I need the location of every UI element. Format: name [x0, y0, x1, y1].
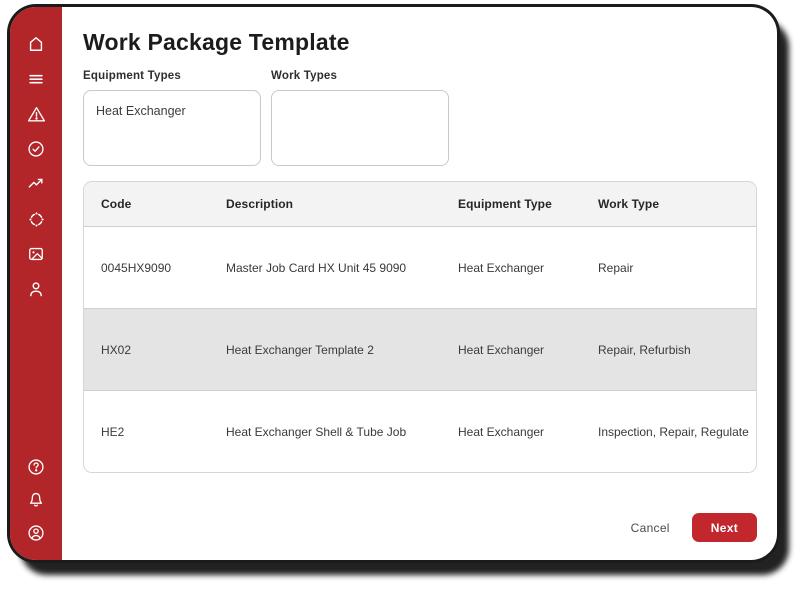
column-header-equipment-type: Equipment Type [458, 197, 552, 211]
image-icon [26, 244, 46, 264]
hub-icon [26, 209, 47, 230]
alert-triangle-icon [26, 104, 47, 125]
user-icon [26, 279, 46, 299]
work-types-field: Work Types [271, 70, 449, 166]
column-header-description: Description [226, 197, 294, 211]
sidebar-item-tasks[interactable] [24, 138, 48, 160]
cell-work-type: Inspection, Repair, Regulate [598, 424, 749, 439]
app-window: Work Package Template Equipment Types He… [10, 7, 777, 560]
account-circle-icon [26, 523, 46, 543]
cell-equipment-type: Heat Exchanger [458, 424, 545, 439]
sidebar-item-alerts[interactable] [24, 103, 48, 125]
help-circle-icon [26, 457, 46, 477]
cell-code: HX02 [101, 342, 132, 357]
next-button[interactable]: Next [691, 513, 757, 542]
equipment-types-input[interactable]: Heat Exchanger [83, 90, 261, 166]
sidebar-item-menu[interactable] [24, 68, 48, 90]
table-row[interactable]: 0045HX9090 Master Job Card HX Unit 45 909… [84, 226, 756, 308]
cancel-button[interactable]: Cancel [630, 520, 670, 535]
table-header-row: Code Description Equipment Type Work Typ… [84, 182, 756, 226]
templates-table: Code Description Equipment Type Work Typ… [83, 181, 757, 473]
work-types-input[interactable] [271, 90, 449, 166]
cell-equipment-type: Heat Exchanger [458, 342, 545, 357]
sidebar-item-hub[interactable] [24, 208, 48, 230]
cell-code: 0045HX9090 [101, 260, 172, 275]
equipment-types-value: Heat Exchanger [96, 104, 186, 118]
main-content: Work Package Template Equipment Types He… [62, 7, 777, 560]
sidebar-item-notifications[interactable] [24, 489, 48, 511]
page-title: Work Package Template [83, 29, 350, 55]
sidebar-bottom-group [24, 456, 48, 544]
footer-actions: Cancel Next [83, 513, 757, 542]
sidebar-top-group [24, 33, 48, 300]
equipment-types-label: Equipment Types [83, 70, 181, 82]
cell-equipment-type: Heat Exchanger [458, 260, 545, 275]
sidebar-item-help[interactable] [24, 456, 48, 478]
sidebar-item-trends[interactable] [24, 173, 48, 195]
sidebar-item-people[interactable] [24, 278, 48, 300]
table-row[interactable]: HE2 Heat Exchanger Shell & Tube Job Heat E… [84, 390, 756, 472]
filters-row: Equipment Types Heat Exchanger Work Type… [83, 70, 757, 166]
sidebar-item-media[interactable] [24, 243, 48, 265]
work-types-label: Work Types [271, 70, 338, 82]
bell-icon [26, 490, 46, 510]
cell-work-type: Repair, Refurbish [598, 342, 691, 357]
menu-icon [26, 69, 46, 89]
cell-work-type: Repair [598, 260, 634, 275]
table-row[interactable]: HX02 Heat Exchanger Template 2 Heat Exchan… [84, 308, 756, 390]
equipment-types-field: Equipment Types Heat Exchanger [83, 70, 261, 166]
sidebar [10, 7, 62, 560]
home-icon [26, 34, 46, 54]
trending-up-icon [26, 174, 46, 194]
table-body: 0045HX9090 Master Job Card HX Unit 45 909… [84, 226, 756, 472]
column-header-work-type: Work Type [598, 197, 660, 211]
sidebar-item-account[interactable] [24, 522, 48, 544]
cell-code: HE2 [101, 424, 125, 439]
column-header-code: Code [101, 197, 132, 211]
sidebar-item-home[interactable] [24, 33, 48, 55]
check-circle-icon [26, 139, 46, 159]
cell-description: Heat Exchanger Template 2 [226, 342, 374, 357]
cell-description: Master Job Card HX Unit 45 9090 [226, 260, 407, 275]
cell-description: Heat Exchanger Shell & Tube Job [226, 424, 407, 439]
